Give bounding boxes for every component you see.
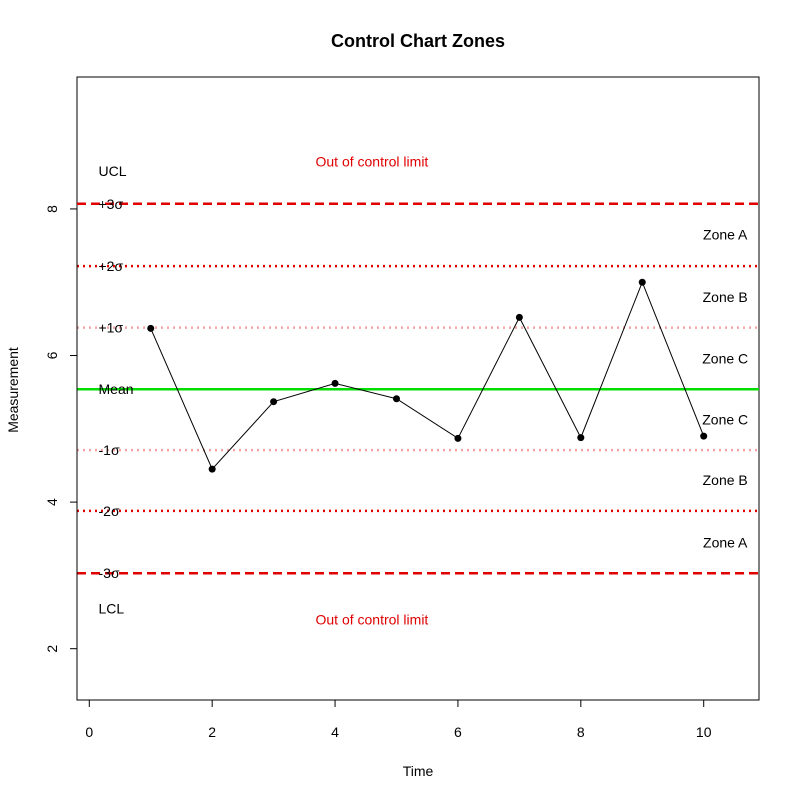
y-axis: 2 4 6 8 (44, 205, 78, 653)
data-point (147, 324, 155, 332)
ref-line-label: +1σ (99, 320, 124, 336)
data-point (700, 432, 708, 440)
y-tick-label: 6 (44, 351, 60, 359)
x-tick-label: 8 (577, 724, 585, 740)
chart-title: Control Chart Zones (331, 31, 505, 51)
x-tick-label: 4 (331, 724, 339, 740)
series-line (150, 280, 705, 471)
data-point (392, 395, 400, 403)
ref-line-label: Mean (99, 381, 134, 397)
out-of-control-label: Out of control limit (316, 611, 429, 627)
y-tick-label: 2 (44, 645, 60, 653)
zone-label: Zone C (702, 411, 748, 427)
limit-label: UCL (99, 163, 127, 179)
y-tick-label: 4 (44, 498, 60, 506)
data-point (208, 465, 216, 473)
out-of-control-label: Out of control limit (316, 153, 429, 169)
limit-label: LCL (99, 600, 125, 616)
x-axis: 0 2 4 6 8 10 (85, 699, 712, 740)
x-tick-label: 6 (454, 724, 462, 740)
zone-label: Zone A (703, 534, 748, 550)
ref-line-label: -2σ (99, 503, 120, 519)
x-tick-label: 0 (85, 724, 93, 740)
y-tick-label: 8 (44, 205, 60, 213)
data-point (577, 434, 585, 442)
data-point (638, 278, 646, 286)
data-point (454, 434, 462, 442)
zone-label: Zone A (703, 227, 748, 243)
x-tick-label: 2 (208, 724, 216, 740)
data-series (147, 278, 708, 473)
zone-label: Zone B (703, 472, 748, 488)
data-point (331, 379, 339, 387)
ref-line-label: -1σ (99, 442, 120, 458)
ref-line-label: -3σ (99, 565, 120, 581)
ref-line-label: +3σ (99, 196, 124, 212)
x-axis-label: Time (403, 763, 434, 779)
ref-line-label: +2σ (99, 258, 124, 274)
y-axis-label: Measurement (5, 347, 21, 433)
data-point (270, 398, 278, 406)
data-point (515, 313, 523, 321)
annotations: UCL LCL Zone A Zone B Zone C Zone C Zone B Zone… (99, 153, 749, 627)
x-tick-label: 10 (696, 724, 712, 740)
zone-label: Zone C (702, 350, 748, 366)
zone-label: Zone B (703, 289, 748, 305)
reference-lines: +3σ +2σ +1σ Mean -1σ -2σ -3σ (77, 196, 759, 581)
